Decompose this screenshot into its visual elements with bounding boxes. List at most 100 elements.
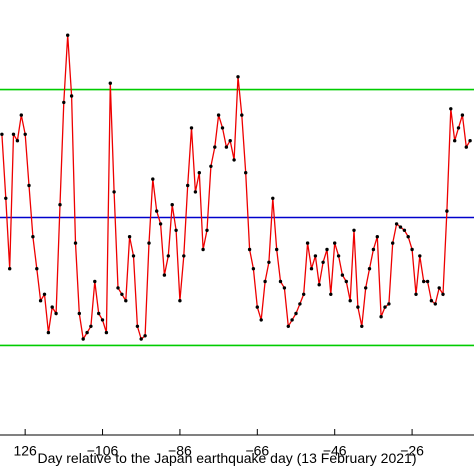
data-point (356, 305, 360, 309)
data-point (398, 225, 403, 229)
data-point (120, 292, 124, 296)
data-point (178, 299, 182, 303)
data-point (46, 330, 51, 335)
data-point (449, 107, 453, 111)
data-point (147, 241, 151, 245)
data-point (344, 279, 348, 284)
data-point (418, 254, 422, 258)
data-point (19, 113, 23, 117)
data-point (240, 113, 244, 117)
data-point (340, 273, 345, 277)
data-point (97, 311, 101, 316)
data-point (429, 299, 434, 303)
series-line-0 (1, 35, 471, 341)
data-point (0, 132, 4, 136)
x-axis-title: Day relative to the Japan earthquake day… (37, 450, 416, 466)
data-point (387, 302, 391, 306)
data-point (186, 183, 190, 188)
data-point (383, 305, 387, 309)
series-layer (0, 33, 472, 341)
data-point (174, 228, 178, 232)
data-point (112, 190, 116, 194)
data-point (267, 260, 271, 264)
data-point (139, 337, 143, 341)
data-point (197, 171, 201, 175)
data-point (371, 247, 376, 252)
data-point (15, 139, 20, 143)
data-point (124, 299, 128, 303)
data-point (182, 254, 186, 258)
data-point (213, 145, 217, 149)
data-point (309, 267, 314, 271)
data-point (394, 222, 399, 226)
data-point (155, 209, 159, 213)
data-point (27, 183, 31, 188)
data-point (23, 132, 27, 136)
data-point (302, 292, 306, 296)
data-point (69, 94, 74, 98)
data-point (364, 286, 368, 290)
data-point (290, 318, 294, 322)
data-point (54, 311, 58, 316)
data-point (464, 145, 468, 149)
data-point (433, 302, 437, 306)
data-point (441, 292, 445, 296)
data-point (460, 113, 465, 117)
data-point (31, 235, 35, 239)
data-point (127, 235, 132, 239)
data-point (468, 139, 472, 143)
data-point (162, 273, 167, 277)
data-point (42, 292, 47, 296)
data-point (271, 196, 275, 200)
data-point (58, 203, 62, 207)
data-point (255, 305, 259, 309)
data-point (294, 311, 298, 316)
data-point (352, 228, 356, 232)
data-point (321, 260, 325, 264)
data-point (220, 126, 225, 130)
data-point (81, 337, 85, 341)
data-point (278, 279, 283, 284)
data-point (282, 286, 287, 290)
x-tick-label: −66 (245, 442, 269, 458)
data-point (85, 330, 89, 335)
x-tick-label: −86 (168, 442, 192, 458)
data-point (216, 113, 221, 117)
data-point (410, 247, 414, 252)
data-point (193, 190, 198, 194)
data-point (391, 241, 395, 245)
data-point (425, 279, 430, 284)
data-point (379, 315, 383, 319)
data-point (251, 267, 256, 271)
data-point (406, 235, 410, 239)
data-point (336, 254, 341, 258)
data-point (360, 324, 364, 328)
data-point (209, 164, 213, 168)
data-point (244, 171, 248, 175)
data-point (445, 209, 449, 213)
data-point (298, 302, 302, 306)
data-point (158, 222, 163, 226)
data-point (11, 132, 16, 136)
data-point (375, 235, 379, 239)
x-tick-label: −26 (400, 442, 424, 458)
data-point (414, 292, 418, 296)
data-point (232, 158, 236, 162)
data-point (402, 228, 407, 232)
data-point (104, 330, 109, 335)
data-point (143, 334, 147, 338)
data-point (453, 139, 457, 143)
data-point (228, 139, 232, 143)
data-point (224, 145, 229, 149)
data-point (348, 299, 352, 303)
data-point (89, 324, 93, 328)
data-point (38, 299, 43, 303)
data-point (166, 254, 170, 258)
data-point (456, 126, 461, 130)
data-point (422, 279, 426, 284)
data-point (437, 286, 441, 290)
data-point (317, 283, 321, 287)
data-point (286, 324, 290, 328)
